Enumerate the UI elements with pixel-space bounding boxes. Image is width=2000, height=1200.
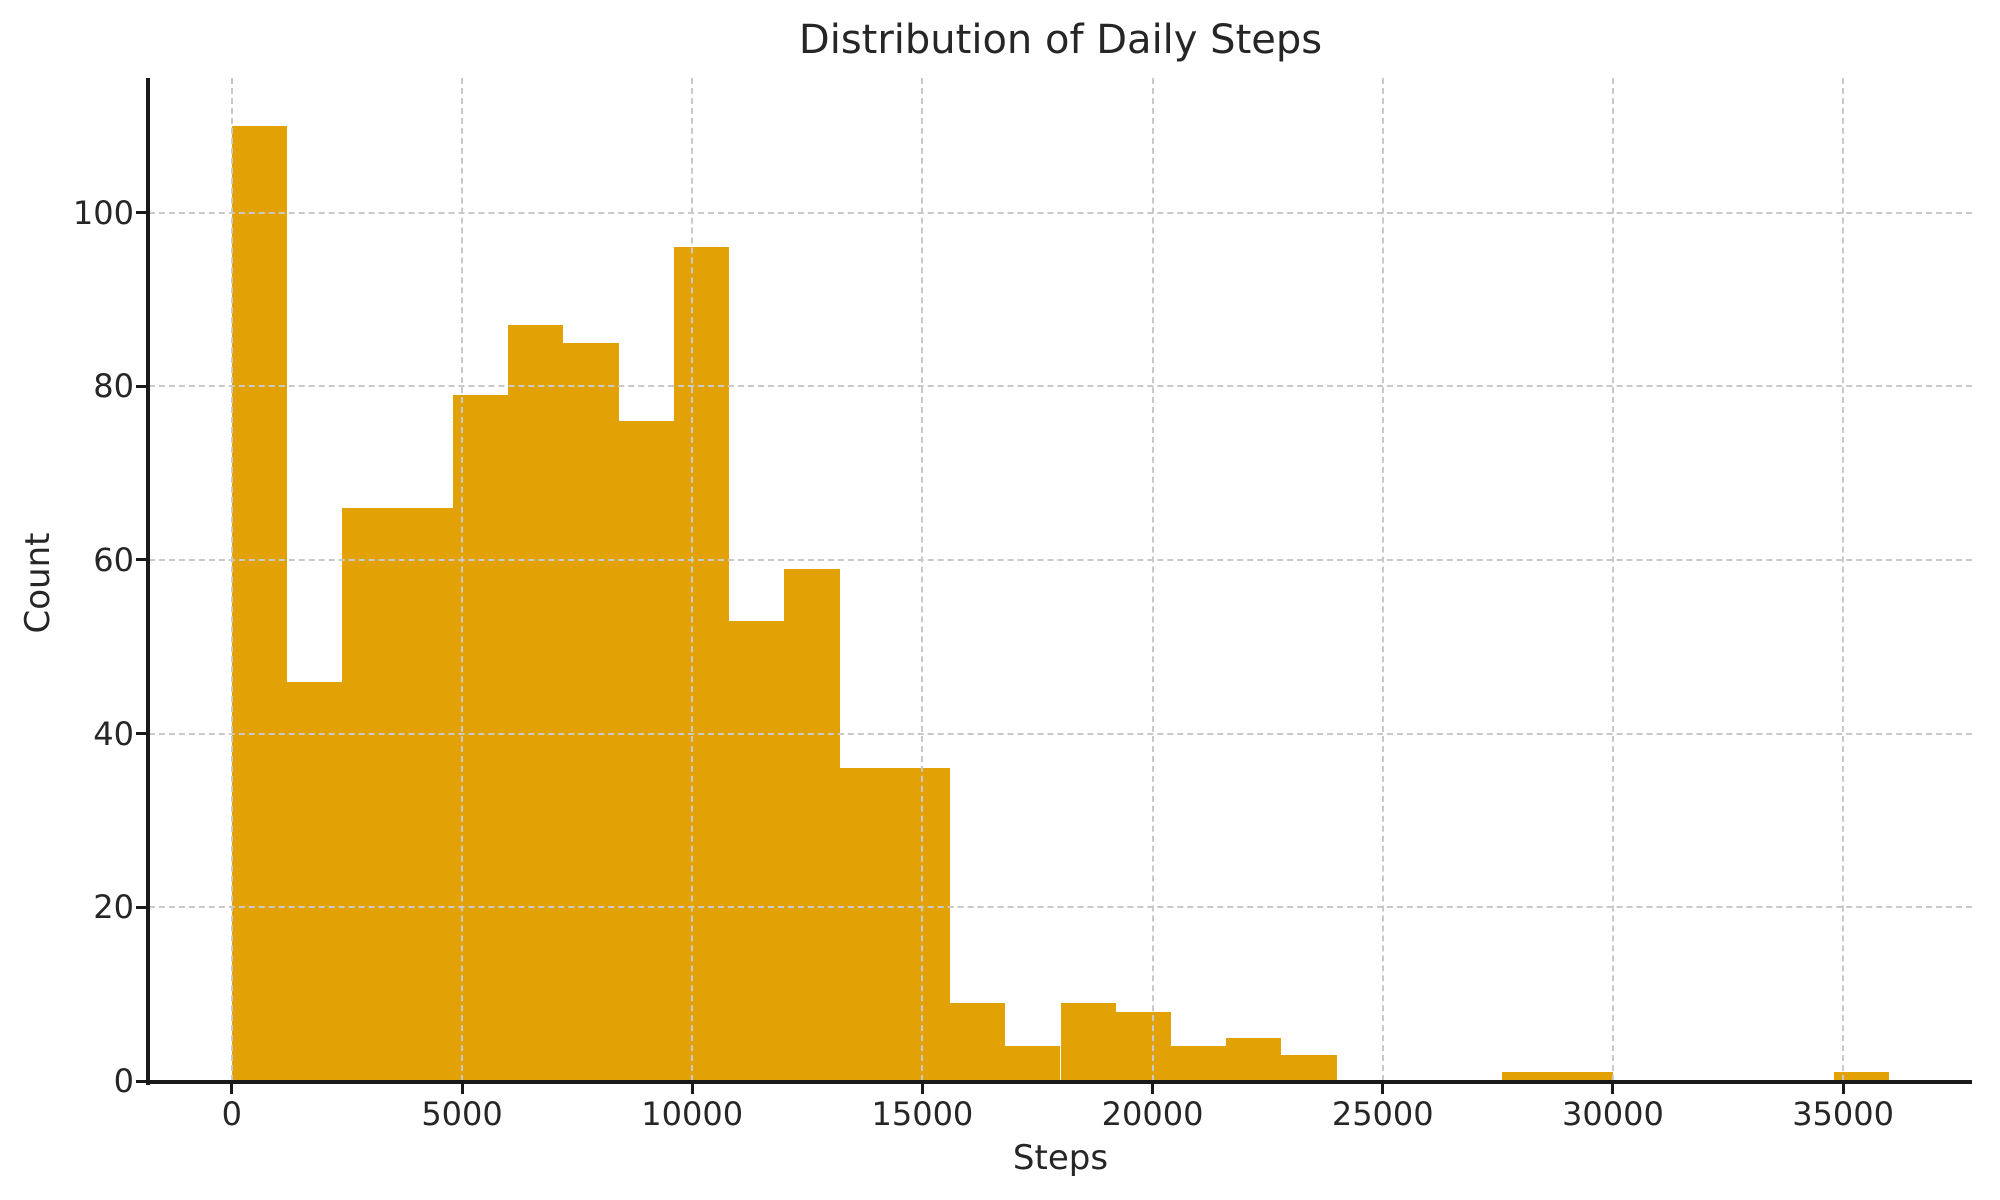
histogram-bar: [673, 247, 730, 1081]
y-gridline: [149, 906, 1972, 909]
x-gridline: [230, 78, 233, 1081]
x-tick-label: 35000: [1792, 1095, 1894, 1133]
x-tick-mark: [460, 1081, 464, 1094]
histogram-bar: [1281, 1054, 1337, 1081]
y-tick-label: 60: [93, 540, 134, 579]
x-gridline: [921, 78, 924, 1081]
histogram-bar: [287, 681, 343, 1081]
histogram-bar: [1833, 1072, 1890, 1081]
histogram-bar: [397, 507, 453, 1081]
x-gridline: [1381, 78, 1384, 1081]
y-tick-mark: [136, 905, 149, 909]
y-tick-mark: [136, 211, 149, 215]
y-tick-label: 80: [93, 367, 134, 406]
x-gridline: [691, 78, 694, 1081]
histogram-bar: [1170, 1046, 1227, 1081]
y-tick-label: 40: [93, 714, 134, 753]
y-gridline: [149, 211, 1972, 214]
y-gridline: [149, 385, 1972, 388]
x-gridline: [1151, 78, 1154, 1081]
x-tick-label: 10000: [641, 1095, 744, 1133]
x-gridline: [1611, 78, 1614, 1081]
y-tick-label: 0: [113, 1062, 134, 1100]
y-tick-label: 100: [72, 193, 134, 232]
x-tick-label: 30000: [1562, 1095, 1664, 1133]
y-tick-mark: [136, 384, 149, 388]
x-tick-label: 15000: [871, 1095, 974, 1133]
x-tick-mark: [1841, 1081, 1845, 1094]
histogram-bar: [1502, 1072, 1558, 1081]
histogram-bar: [784, 568, 840, 1081]
y-axis-line: [146, 78, 150, 1085]
histogram-bar: [1226, 1037, 1282, 1081]
x-axis-label: Steps: [1012, 1138, 1109, 1178]
y-tick-mark: [136, 1079, 149, 1083]
histogram-bar: [1060, 1002, 1116, 1081]
x-tick-label: 25000: [1331, 1095, 1434, 1133]
x-tick-label: 5000: [421, 1095, 503, 1133]
chart-title: Distribution of Daily Steps: [798, 17, 1323, 63]
y-tick-mark: [136, 558, 149, 562]
x-gridline: [1842, 78, 1845, 1081]
y-gridline: [149, 732, 1972, 735]
histogram-bar: [231, 125, 288, 1081]
histogram-bar: [563, 342, 619, 1081]
x-tick-mark: [1611, 1081, 1615, 1094]
x-tick-mark: [1151, 1081, 1155, 1094]
x-gridline: [461, 78, 464, 1081]
y-tick-label: 20: [93, 888, 134, 927]
y-gridline: [149, 558, 1972, 561]
histogram-bar: [508, 325, 564, 1081]
histogram-bar: [1115, 1011, 1171, 1081]
histogram-bar: [1557, 1072, 1613, 1081]
x-axis-line: [146, 1080, 1972, 1084]
histogram-bar: [729, 620, 785, 1081]
x-tick-mark: [690, 1081, 694, 1094]
x-tick-label: 0: [221, 1095, 243, 1133]
histogram-bar: [342, 507, 398, 1081]
histogram-bar: [618, 421, 674, 1081]
histogram-bar: [839, 768, 895, 1081]
y-tick-mark: [136, 732, 149, 736]
x-tick-mark: [920, 1081, 924, 1094]
histogram-bar: [1005, 1046, 1061, 1081]
x-tick-label: 20000: [1101, 1095, 1204, 1133]
x-tick-mark: [230, 1081, 234, 1094]
x-tick-mark: [1381, 1081, 1385, 1094]
histogram-bar: [950, 1002, 1006, 1081]
